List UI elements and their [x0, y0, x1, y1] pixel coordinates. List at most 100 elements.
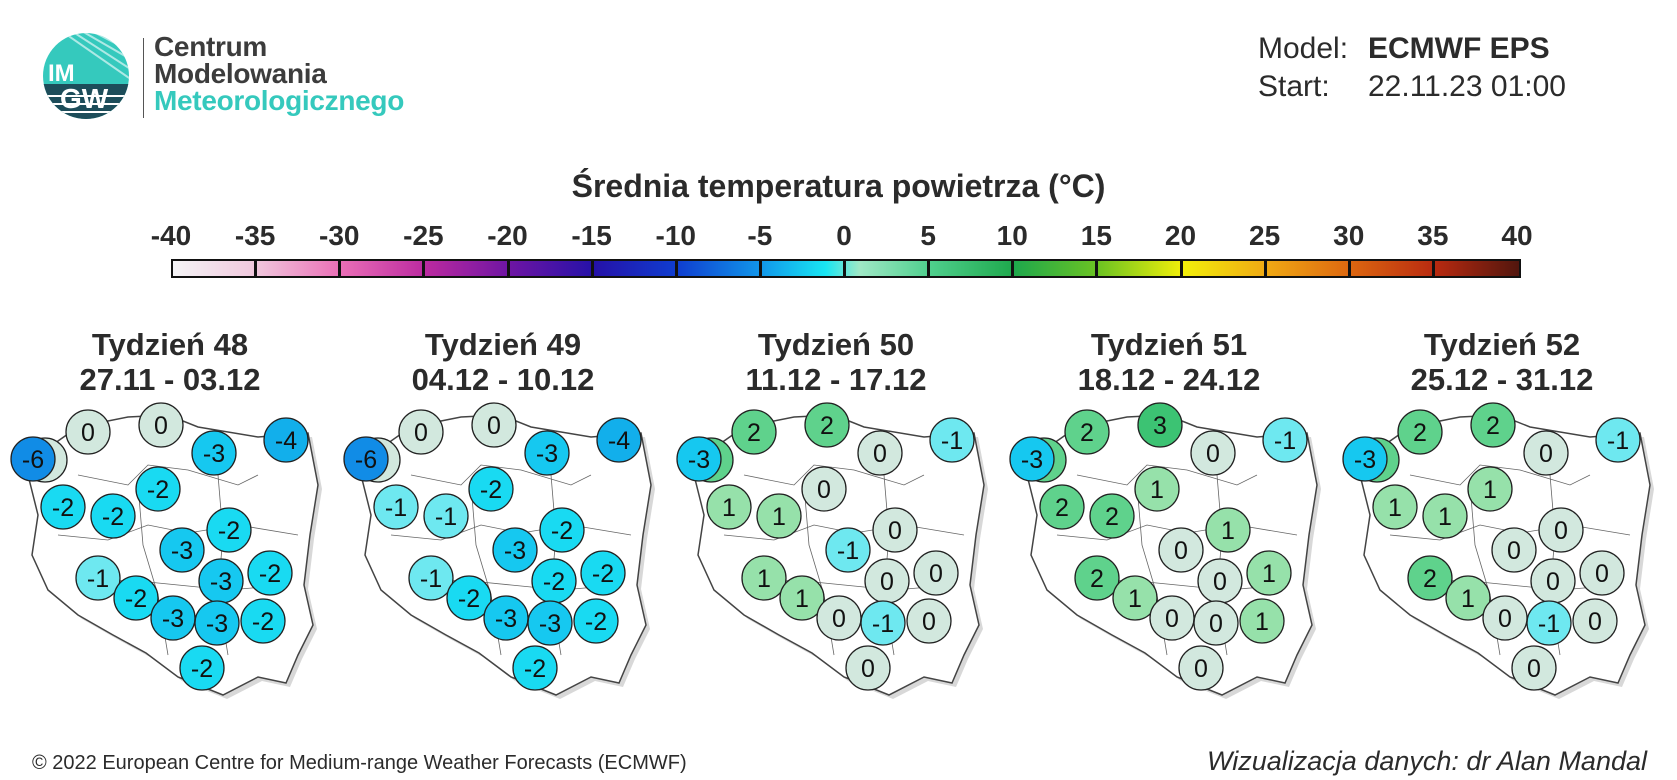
temperature-marker — [596, 417, 642, 463]
legend-tick-label: 15 — [1080, 220, 1112, 251]
temperature-value: 1 — [757, 565, 771, 593]
temperature-marker — [40, 484, 86, 530]
temperature-marker — [527, 600, 573, 646]
legend-tick-mark — [254, 259, 258, 278]
temperature-value: -3 — [539, 610, 561, 638]
temperature-marker — [1262, 417, 1308, 463]
region-border — [743, 464, 925, 486]
temperature-marker — [913, 550, 959, 596]
temperature-value: 0 — [922, 608, 936, 636]
temperature-value: -2 — [458, 585, 480, 613]
temperature-marker — [1470, 402, 1516, 448]
legend-tick-label: -30 — [319, 220, 360, 251]
temperature-value: 0 — [880, 568, 894, 596]
temperature-marker — [872, 507, 918, 553]
temperature-value: 0 — [1213, 568, 1227, 596]
logo-divider — [143, 38, 144, 118]
temperature-value: -1 — [1538, 610, 1560, 638]
temperature-value: -2 — [551, 517, 573, 545]
temperature-marker — [135, 466, 181, 512]
temperature-marker — [1074, 555, 1120, 601]
poland-map: 000-3-4-2-2-2-3-2-3-2-1-2-3-3-2-2-6 — [10, 402, 322, 699]
imgw-badge-icon: IM GW — [43, 33, 129, 119]
temperature-marker — [206, 507, 252, 553]
temperature-value: 0 — [1546, 568, 1560, 596]
temperature-marker — [1246, 550, 1292, 596]
temperature-value: -2 — [102, 503, 124, 531]
temperature-marker — [1595, 417, 1641, 463]
temperature-value: 2 — [820, 412, 834, 440]
temperature-value: -1 — [385, 494, 407, 522]
temperature-value: -1 — [837, 537, 859, 565]
temperature-value: 1 — [722, 494, 736, 522]
temperature-marker — [343, 436, 389, 482]
region-border — [1409, 464, 1591, 486]
legend-tick-mark — [590, 259, 594, 278]
temperature-value: -2 — [543, 568, 565, 596]
temperature-marker — [179, 645, 225, 691]
temperature-marker — [471, 402, 517, 448]
start-label: Start: — [1258, 70, 1330, 103]
legend-tick-label: 0 — [836, 220, 852, 251]
temperature-value: 0 — [81, 419, 95, 447]
temperature-value: 3 — [1153, 412, 1167, 440]
temperature-marker — [929, 417, 975, 463]
temperature-value: -3 — [1021, 446, 1043, 474]
temperature-value: 1 — [1150, 476, 1164, 504]
temperature-marker — [1112, 575, 1158, 621]
temperature-value: -2 — [259, 560, 281, 588]
temperature-marker — [1372, 484, 1418, 530]
temperature-marker — [1467, 466, 1513, 512]
temperature-marker — [75, 555, 121, 601]
temperature-value: 0 — [1206, 440, 1220, 468]
temperature-value: 2 — [747, 419, 761, 447]
temperature-value: -3 — [162, 605, 184, 633]
temperature-value: 1 — [1255, 608, 1269, 636]
temperature-marker — [1538, 507, 1584, 553]
week-title: Tydzień 51 — [1090, 327, 1248, 362]
legend-tick-mark — [1263, 259, 1267, 278]
temperature-value: -2 — [52, 494, 74, 522]
temperature-marker — [113, 575, 159, 621]
temperature-marker — [573, 598, 619, 644]
temperature-marker — [676, 436, 722, 482]
temperature-marker — [408, 555, 454, 601]
temperature-value: -2 — [524, 655, 546, 683]
copyright-text: © 2022 European Centre for Medium-range … — [32, 752, 687, 774]
legend-tick-mark — [1011, 259, 1015, 278]
logo-line-2: Modelowania — [154, 58, 327, 89]
temperature-value: 0 — [832, 605, 846, 633]
model-value: ECMWF EPS — [1368, 32, 1550, 65]
week-dates: 25.12 - 31.12 — [1410, 362, 1594, 397]
temperature-marker — [1193, 600, 1239, 646]
temperature-marker — [1239, 598, 1285, 644]
legend-tick-mark — [338, 259, 342, 278]
temperature-marker — [524, 430, 570, 476]
temperature-value: 0 — [1194, 655, 1208, 683]
temperature-value: 2 — [1055, 494, 1069, 522]
temperature-marker — [1407, 555, 1453, 601]
legend-tick-mark — [927, 259, 931, 278]
temperature-value: -1 — [941, 427, 963, 455]
temperature-value: 0 — [1209, 610, 1223, 638]
temperature-marker — [1089, 493, 1135, 539]
temperature-value: -1 — [1274, 427, 1296, 455]
temperature-marker — [1064, 409, 1110, 455]
legend-tick-label: 30 — [1333, 220, 1365, 251]
temperature-value: 0 — [154, 412, 168, 440]
temperature-value: -6 — [22, 446, 44, 474]
temperature-value: -2 — [191, 655, 213, 683]
legend-tick-label: 20 — [1164, 220, 1197, 251]
temperature-value: 0 — [414, 419, 428, 447]
temperature-value: 1 — [795, 585, 809, 613]
legend-tick-label: 5 — [920, 220, 936, 251]
temperature-value: 2 — [1090, 565, 1104, 593]
temperature-value: 0 — [1174, 537, 1188, 565]
temperature-marker — [1009, 436, 1055, 482]
legend-tick-mark — [1095, 259, 1099, 278]
temperature-marker — [492, 527, 538, 573]
temperature-value: 0 — [929, 560, 943, 588]
temperature-marker — [741, 555, 787, 601]
